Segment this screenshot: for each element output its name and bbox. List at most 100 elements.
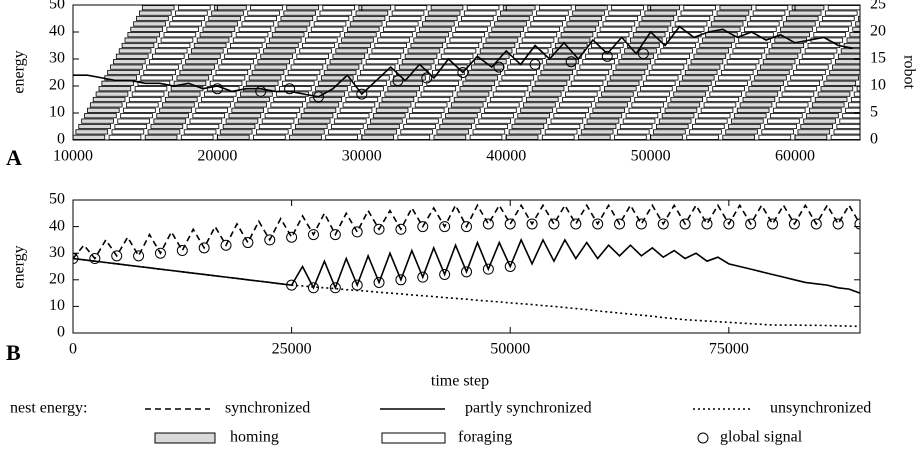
x-tick-label: 25000 [272, 341, 312, 358]
homing-bar [462, 80, 496, 86]
energy-line [73, 203, 860, 260]
foraging-bar [900, 6, 923, 10]
homing-bar [606, 80, 640, 86]
homing-bar [681, 75, 715, 81]
foraging-bar [833, 129, 860, 135]
global-signal [504, 261, 516, 272]
foraging-bar [403, 123, 436, 130]
foraging-bar [247, 10, 280, 16]
homing-bar [624, 48, 657, 54]
foraging-bar [380, 32, 413, 38]
homing-bar [554, 42, 588, 49]
homing-bar [849, 32, 860, 38]
homing-bar [286, 5, 319, 11]
foraging-bar [631, 102, 665, 108]
homing-bar [427, 10, 461, 16]
global-signal [854, 218, 860, 230]
foraging-bar [284, 75, 318, 81]
foraging-bar [798, 59, 832, 65]
global-signal [351, 226, 363, 238]
legend-title: nest energy: [10, 400, 87, 417]
foraging-bar [229, 42, 263, 49]
global-signal [635, 218, 647, 230]
foraging-bar [550, 118, 584, 124]
legend-label: global signal [720, 429, 803, 446]
y-tick-label: 40 [49, 217, 65, 234]
foraging-bar [394, 5, 428, 11]
homing-bar [725, 129, 758, 135]
homing-bar [731, 118, 764, 124]
foraging-bar [640, 86, 673, 92]
homing-bar [615, 64, 649, 70]
foraging-bar [507, 64, 540, 70]
homing-bar [381, 96, 415, 103]
global-signal [832, 218, 844, 230]
foraging-bar [605, 15, 639, 22]
foraging-bar [212, 75, 246, 81]
homing-bar [251, 69, 285, 76]
global-signal [307, 229, 319, 241]
homing-bar [101, 80, 135, 86]
plot-frame [72, 199, 861, 334]
foraging-bar [189, 118, 223, 124]
foraging-bar [541, 134, 575, 140]
global-signal [723, 218, 735, 230]
foraging-bar [111, 129, 145, 135]
foraging-bar [232, 37, 266, 43]
foraging-bar [892, 22, 923, 26]
foraging-bar [305, 37, 338, 43]
foraging-bar [533, 15, 566, 22]
homing-bar [832, 64, 860, 70]
homing-bar [185, 59, 218, 65]
global-signal [529, 58, 541, 70]
homing-bar [702, 37, 735, 43]
foraging-bar [287, 69, 321, 76]
foraging-bar [787, 80, 820, 86]
homing-bar [647, 5, 680, 11]
foraging-bar [339, 107, 373, 113]
foraging-bar [406, 118, 439, 124]
foraging-bar [723, 64, 757, 70]
foraging-bar [152, 53, 185, 59]
homing-bar [817, 91, 851, 97]
global-signal [264, 234, 276, 246]
homing-bar [655, 123, 689, 130]
foraging-bar [310, 26, 344, 32]
y-tick-label: 20 [49, 77, 65, 94]
foraging-bar [302, 42, 335, 49]
homing-bar [843, 42, 860, 49]
homing-bar [341, 37, 374, 43]
foraging-bar [157, 42, 191, 49]
foraging-bar [715, 80, 748, 86]
homing-bar [448, 107, 481, 113]
homing-bar [191, 48, 224, 54]
foraging-bar [238, 26, 272, 32]
homing-bar [107, 69, 140, 76]
foraging-bar [573, 75, 607, 81]
homing-bar [199, 32, 233, 38]
foraging-bar [848, 102, 860, 108]
foraging-bar [359, 69, 393, 76]
homing-bar [494, 21, 527, 27]
homing-bar [375, 107, 409, 113]
foraging-bar [114, 123, 148, 130]
foraging-bar [813, 32, 846, 38]
homing-bar [566, 21, 600, 27]
foraging-bar [487, 102, 520, 108]
global-signal [439, 221, 451, 233]
foraging-bar [830, 134, 860, 140]
homing-bar [797, 129, 831, 135]
x-tick-label: 30000 [342, 148, 382, 165]
foraging-bar [562, 96, 595, 103]
foraging-bar [764, 123, 797, 130]
homing-bar [508, 129, 542, 135]
homing-bar [277, 21, 311, 27]
x-tick-label: 75000 [709, 341, 749, 358]
homing-bar [274, 26, 308, 32]
homing-bar [338, 42, 371, 49]
foraging-bar [553, 113, 587, 119]
homing-bar [563, 26, 597, 32]
global-signal [810, 218, 822, 230]
global-signal [493, 61, 505, 73]
homing-bar [318, 80, 351, 86]
